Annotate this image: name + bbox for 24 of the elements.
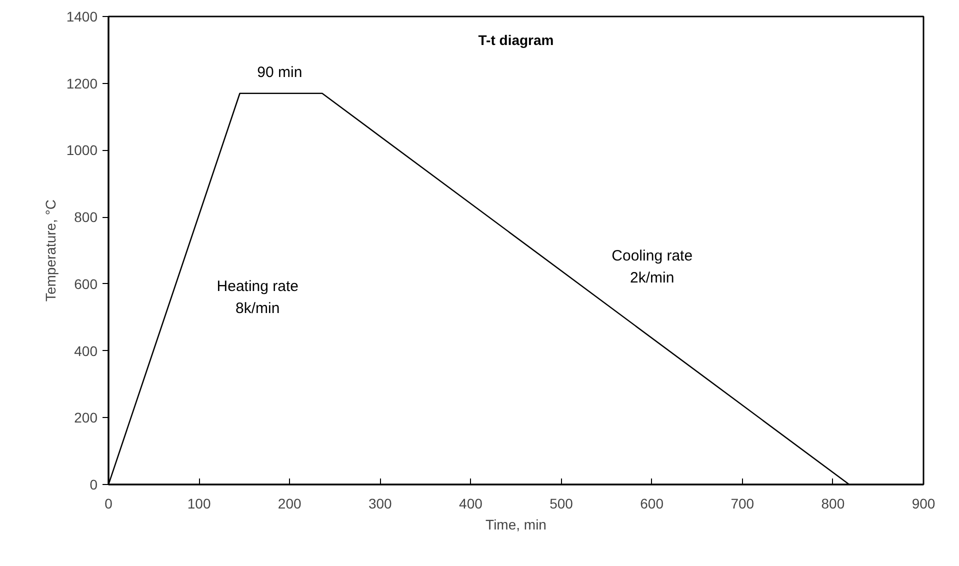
x-tick-label: 600 bbox=[640, 496, 664, 512]
x-tick-label: 0 bbox=[104, 496, 113, 512]
y-tick-label: 1200 bbox=[66, 75, 98, 92]
x-tick-label: 100 bbox=[187, 496, 211, 512]
x-tick-label: 400 bbox=[459, 496, 483, 512]
y-tick-label: 0 bbox=[90, 476, 98, 492]
y-tick-label: 1000 bbox=[66, 142, 98, 158]
y-tick-label: 600 bbox=[74, 276, 98, 292]
x-tick-label: 900 bbox=[912, 496, 936, 512]
x-tick-label: 300 bbox=[368, 496, 392, 512]
x-tick-label: 200 bbox=[278, 496, 302, 512]
x-axis-title: Time, min bbox=[486, 516, 546, 532]
y-tick-label: 1400 bbox=[66, 8, 98, 24]
x-tick-label: 500 bbox=[550, 496, 574, 512]
x-tick-label: 800 bbox=[821, 496, 845, 512]
y-axis-title: Temperature, °C bbox=[42, 199, 58, 302]
text: T-t diagram bbox=[478, 32, 554, 48]
y-tick-label: 400 bbox=[74, 342, 98, 359]
annotation: Cooling rate 2k/min bbox=[612, 247, 693, 286]
y-tick-label: 200 bbox=[74, 410, 98, 426]
y-tick-label: 800 bbox=[74, 209, 98, 226]
annotation: Heating rate 8k/min bbox=[216, 278, 299, 317]
x-tick-label: 700 bbox=[730, 496, 754, 512]
annotation: 90 min bbox=[257, 64, 302, 82]
